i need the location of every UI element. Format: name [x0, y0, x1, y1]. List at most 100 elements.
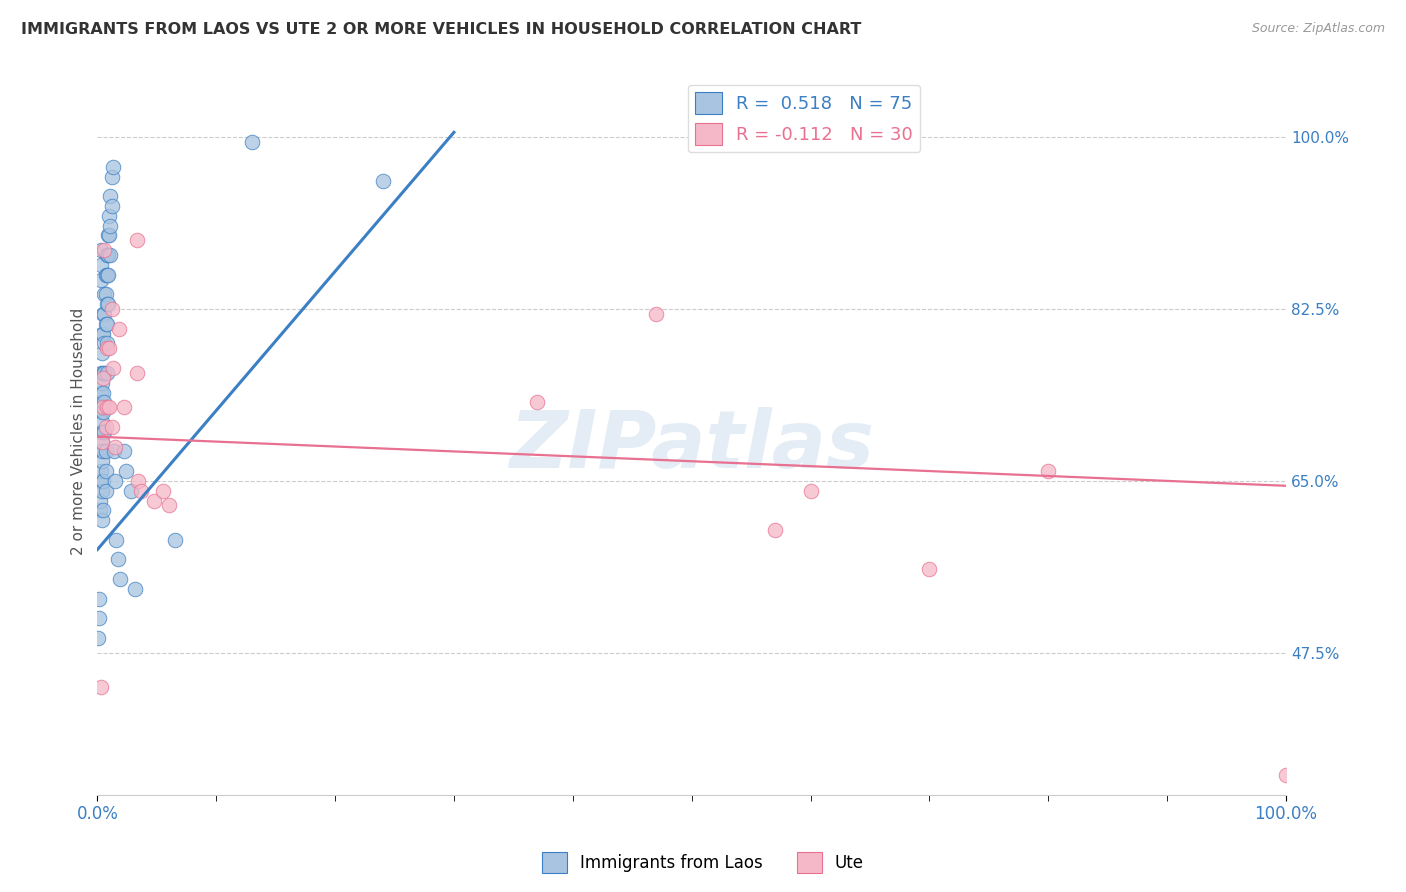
Point [98, 342, 121, 356]
Point [100, 199, 122, 213]
Point [90, 405, 112, 419]
Point [96, 248, 118, 262]
Point [97, 268, 120, 282]
Point [91, 425, 114, 439]
Point [98, 228, 121, 243]
Point [90, 272, 112, 286]
Point [645, 307, 668, 321]
Point [93, 307, 115, 321]
Point [100, 169, 122, 184]
Point [371, 174, 394, 188]
Point [240, 135, 263, 149]
Point [98, 209, 121, 223]
Point [96, 317, 118, 331]
Point [97, 297, 120, 311]
Point [91, 503, 114, 517]
Point [90, 385, 112, 400]
Point [96, 401, 118, 415]
Point [93, 336, 115, 351]
Point [112, 444, 135, 458]
Point [90, 680, 112, 694]
Point [97, 248, 120, 262]
Point [94, 287, 117, 301]
Point [90, 464, 112, 478]
Point [89, 493, 111, 508]
Point [103, 444, 125, 458]
Point [96, 268, 118, 282]
Point [91, 474, 114, 488]
Point [104, 474, 127, 488]
Point [89, 591, 111, 606]
Point [91, 371, 114, 385]
Point [107, 321, 129, 335]
Point [105, 533, 128, 547]
Point [87, 631, 110, 645]
Point [143, 493, 166, 508]
Point [1038, 464, 1060, 478]
Point [90, 258, 112, 272]
Point [89, 503, 111, 517]
Point [98, 401, 121, 415]
Text: ZIPatlas: ZIPatlas [509, 408, 875, 485]
Point [94, 420, 117, 434]
Point [91, 326, 114, 341]
Point [91, 376, 114, 390]
Text: Source: ZipAtlas.com: Source: ZipAtlas.com [1251, 22, 1385, 36]
Point [799, 483, 821, 498]
Point [89, 474, 111, 488]
Point [90, 425, 112, 439]
Point [91, 444, 114, 458]
Point [93, 366, 115, 380]
Point [120, 483, 142, 498]
Point [127, 474, 149, 488]
Point [94, 444, 117, 458]
Point [94, 268, 117, 282]
Point [91, 366, 114, 380]
Point [97, 228, 120, 243]
Point [91, 346, 114, 360]
Point [526, 395, 548, 409]
Point [918, 562, 941, 576]
Point [125, 366, 148, 380]
Y-axis label: 2 or more Vehicles in Household: 2 or more Vehicles in Household [72, 308, 86, 556]
Point [94, 483, 117, 498]
Point [91, 513, 114, 527]
Point [112, 401, 135, 415]
Point [93, 425, 115, 439]
Point [115, 464, 138, 478]
Point [89, 611, 111, 625]
Point [96, 342, 118, 356]
Point [100, 248, 122, 262]
Legend: Immigrants from Laos, Ute: Immigrants from Laos, Ute [536, 846, 870, 880]
Point [91, 434, 114, 449]
Point [91, 326, 114, 341]
Point [100, 219, 122, 233]
Point [124, 582, 146, 596]
Point [91, 385, 114, 400]
Point [91, 307, 114, 321]
Point [91, 434, 114, 449]
Point [1275, 768, 1298, 782]
Point [91, 401, 114, 415]
Point [91, 395, 114, 409]
Point [131, 483, 153, 498]
Point [125, 233, 148, 247]
Point [93, 243, 115, 257]
Point [96, 336, 118, 351]
Point [93, 287, 115, 301]
Point [91, 405, 114, 419]
Point [107, 552, 129, 566]
Point [100, 420, 122, 434]
Point [91, 415, 114, 429]
Point [100, 189, 122, 203]
Point [101, 160, 124, 174]
Legend: R =  0.518   N = 75, R = -0.112   N = 30: R = 0.518 N = 75, R = -0.112 N = 30 [688, 85, 921, 153]
Point [152, 483, 174, 498]
Point [90, 366, 112, 380]
Point [90, 243, 112, 257]
Point [91, 483, 114, 498]
Point [94, 317, 117, 331]
Point [94, 464, 117, 478]
Point [104, 440, 127, 454]
Point [157, 499, 180, 513]
